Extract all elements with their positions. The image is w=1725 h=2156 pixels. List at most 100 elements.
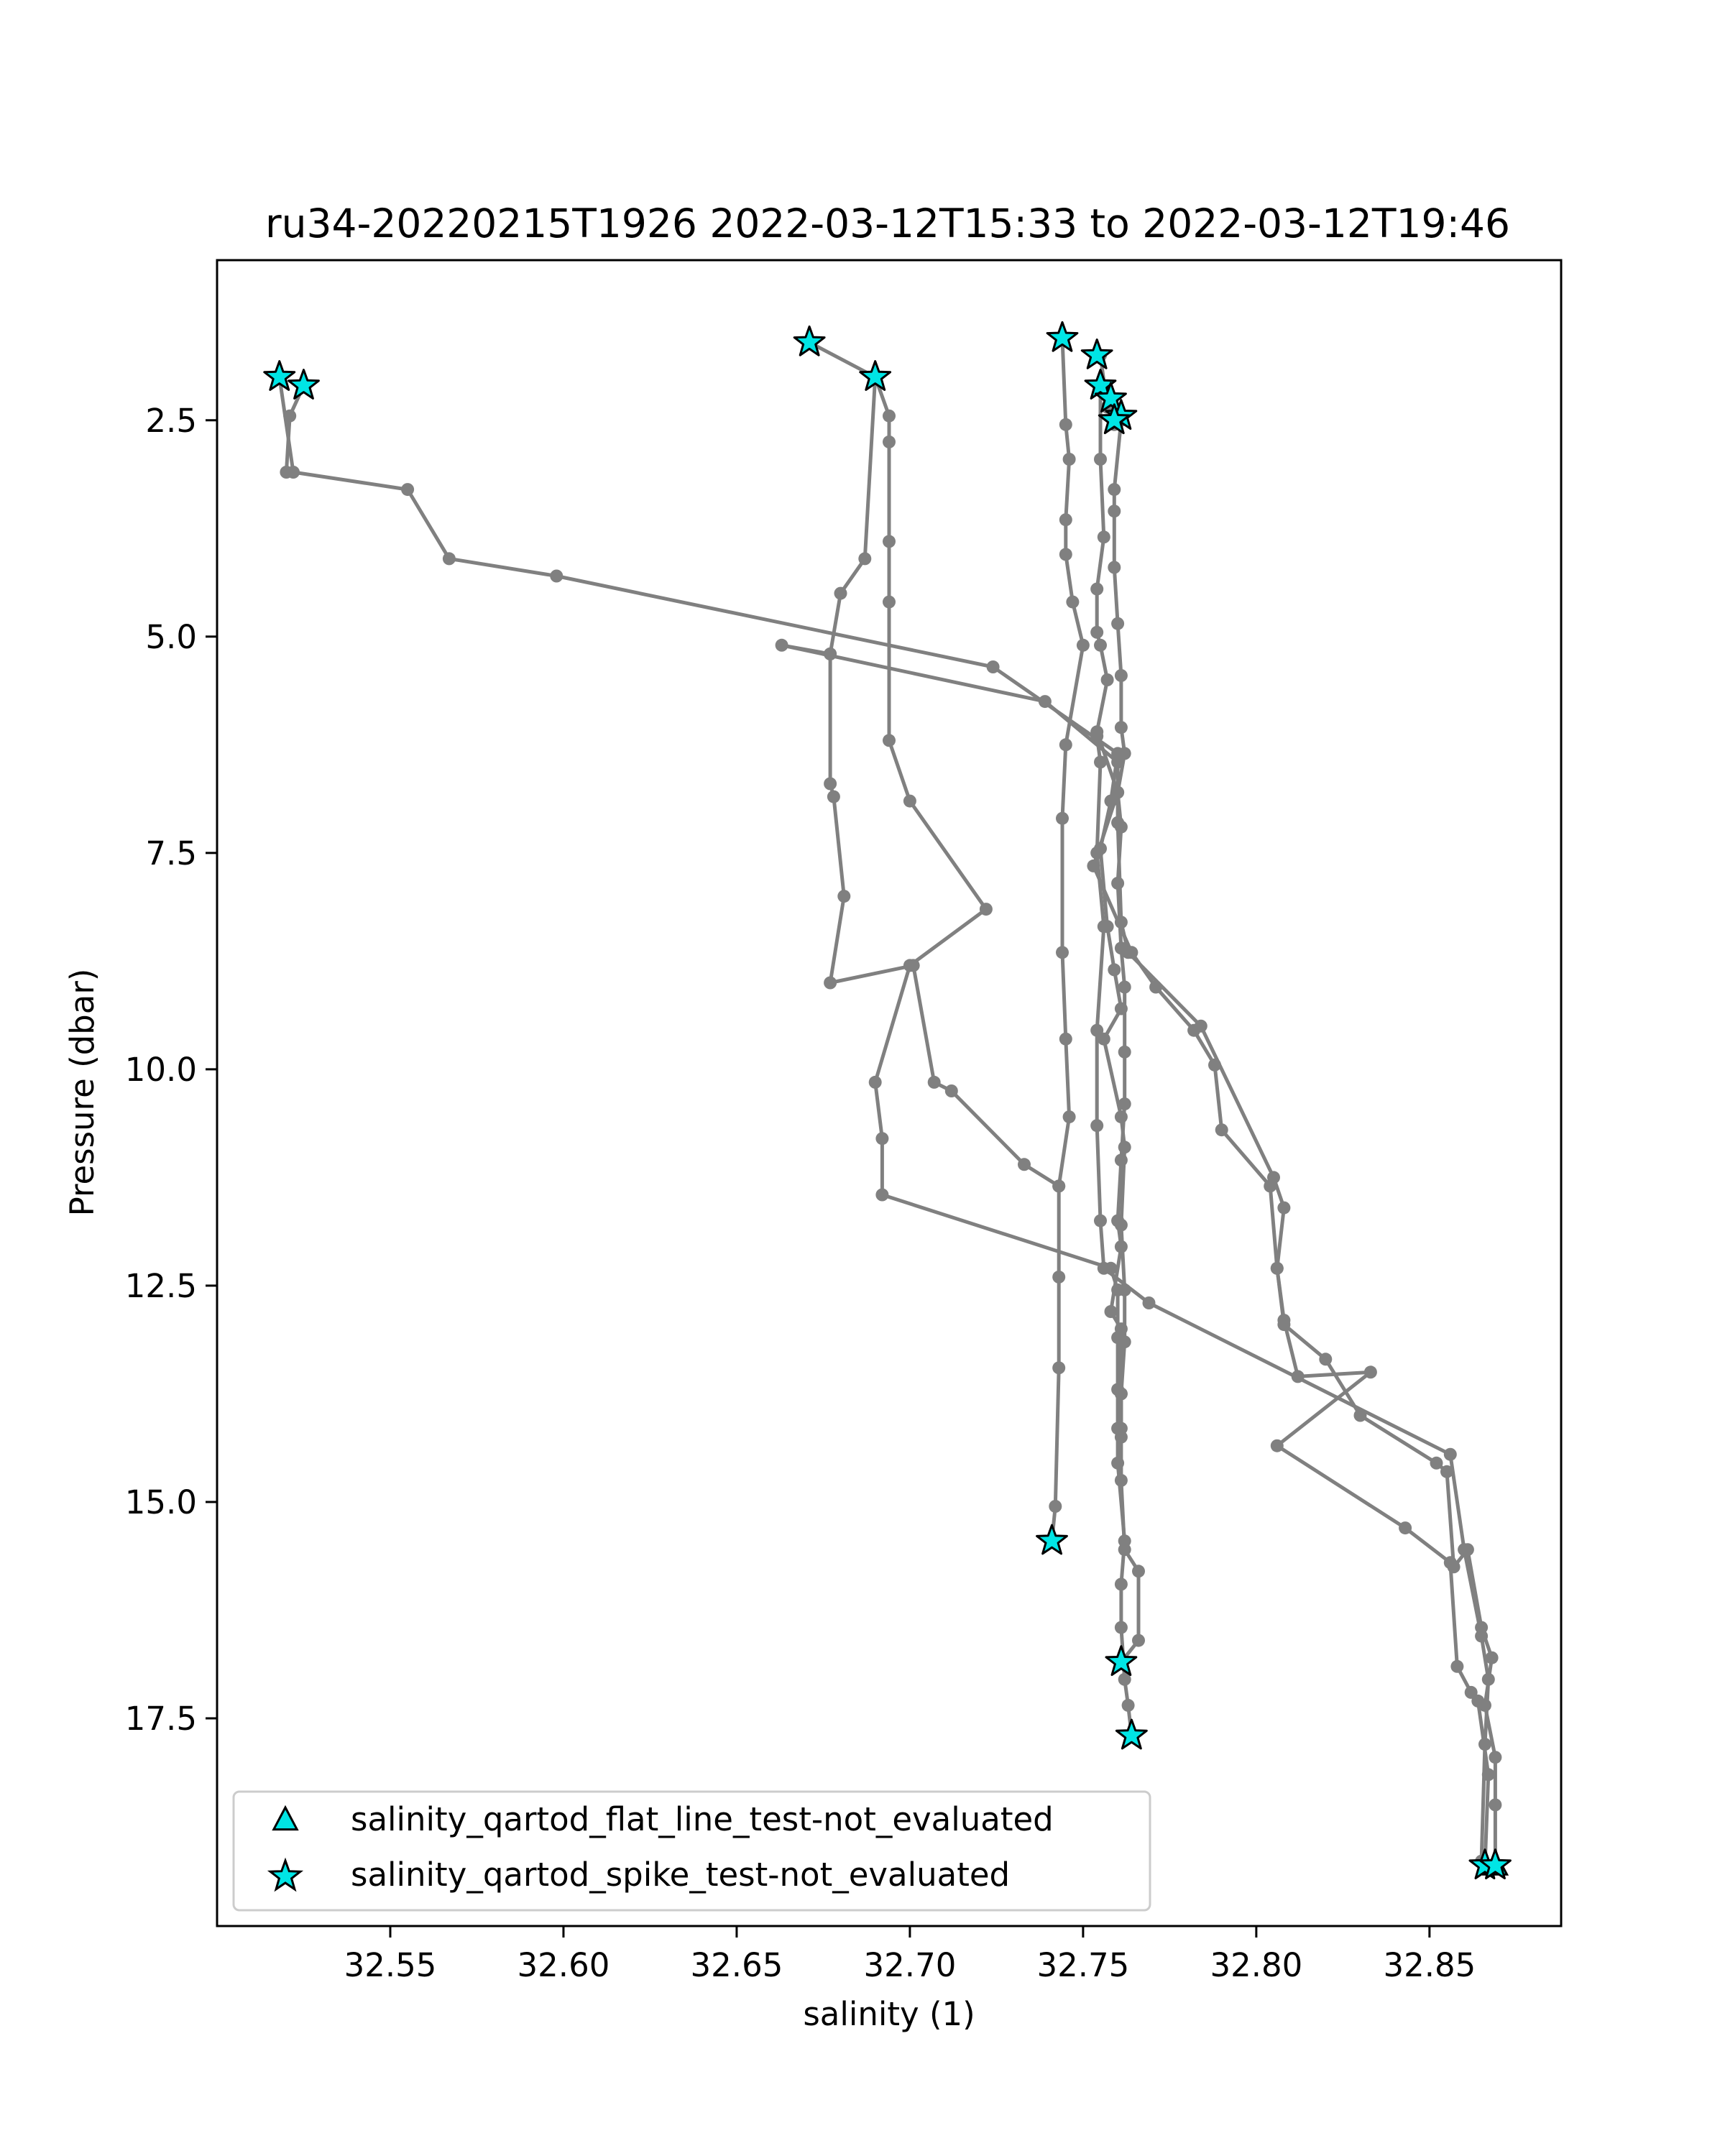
data-point	[1062, 1110, 1076, 1124]
data-point	[1097, 1032, 1110, 1046]
data-point	[1087, 859, 1100, 872]
data-point	[1187, 1023, 1201, 1037]
spike-flag-marker	[1105, 1645, 1138, 1676]
y-tick-label: 17.5	[125, 1700, 197, 1738]
data-point	[775, 638, 788, 652]
data-point	[1208, 1058, 1221, 1072]
data-point	[1090, 729, 1104, 743]
data-point	[883, 435, 896, 448]
data-point	[401, 483, 415, 497]
data-point	[1108, 561, 1121, 574]
data-point	[1114, 1153, 1128, 1167]
data-point	[1399, 1521, 1412, 1535]
data-point	[1090, 625, 1104, 639]
data-point	[1464, 1685, 1478, 1699]
data-point	[1489, 1751, 1502, 1764]
chart-title: ru34-20220215T1926 2022-03-12T15:33 to 2…	[265, 201, 1510, 247]
y-axis-label: Pressure (dbar)	[63, 969, 101, 1217]
data-point	[1090, 846, 1104, 860]
data-point	[979, 903, 993, 916]
data-point	[1111, 786, 1125, 799]
data-point	[1118, 1045, 1131, 1059]
data-point	[1059, 513, 1072, 527]
data-point	[1114, 1473, 1128, 1487]
data-point	[1049, 1500, 1062, 1513]
data-point	[903, 794, 916, 808]
spike-flag-marker	[1479, 1848, 1512, 1879]
data-point	[883, 535, 896, 548]
data-point	[883, 734, 896, 747]
spike-flag-marker	[859, 360, 892, 391]
data-point	[1108, 963, 1121, 977]
data-point	[837, 890, 851, 903]
x-tick-label: 32.70	[864, 1946, 957, 1984]
y-tick-label: 7.5	[145, 834, 197, 872]
data-point	[906, 959, 920, 972]
data-point	[1215, 1123, 1228, 1137]
data-point	[1132, 1565, 1145, 1578]
data-point	[1481, 1672, 1495, 1686]
data-point	[1478, 1698, 1491, 1712]
data-point	[1108, 505, 1121, 518]
data-point	[883, 409, 896, 423]
data-point	[1114, 820, 1128, 834]
spike-flag-marker	[1115, 1718, 1148, 1750]
data-point	[1114, 1621, 1128, 1634]
data-point	[283, 409, 297, 423]
data-point	[1443, 1447, 1457, 1461]
data-point	[1097, 530, 1110, 544]
data-point	[1264, 1179, 1277, 1193]
data-point	[1056, 811, 1069, 825]
data-point	[1108, 483, 1121, 497]
legend-star-icon	[267, 1857, 304, 1892]
data-point	[1114, 1387, 1128, 1401]
spike-flag-marker	[263, 360, 296, 391]
data-point	[1149, 980, 1163, 994]
data-point	[1111, 617, 1125, 630]
data-point	[1056, 946, 1069, 959]
data-point	[1118, 747, 1131, 760]
data-point	[1114, 941, 1128, 955]
data-point	[883, 595, 896, 609]
data-point	[834, 586, 847, 600]
data-point	[1059, 548, 1072, 561]
data-point	[1118, 980, 1131, 994]
data-point	[1111, 1214, 1125, 1227]
y-axis-ticks: 2.5 5.0 7.5 10.0 12.5 15.0 17.5	[125, 402, 217, 1738]
data-point	[1114, 1430, 1128, 1444]
data-point	[1114, 1577, 1128, 1591]
data-point	[1094, 453, 1107, 466]
data-point	[1094, 638, 1107, 652]
data-point	[1059, 738, 1072, 752]
data-point	[1430, 1456, 1443, 1470]
spike-flag-marker	[1046, 321, 1079, 352]
data-point	[1142, 1296, 1156, 1309]
data-point	[824, 647, 837, 660]
data-point	[1440, 1465, 1453, 1478]
data-point	[1104, 794, 1118, 808]
x-tick-label: 32.55	[344, 1946, 437, 1984]
data-point	[1270, 1439, 1284, 1452]
data-point	[1447, 1560, 1460, 1574]
x-tick-label: 32.60	[518, 1946, 610, 1984]
data-point	[1094, 755, 1107, 769]
data-point	[824, 777, 837, 791]
data-point	[944, 1084, 958, 1097]
data-point	[1114, 1110, 1128, 1124]
data-point	[875, 1188, 889, 1202]
data-point	[1094, 1214, 1107, 1227]
data-point	[1450, 1659, 1464, 1673]
data-point	[1062, 453, 1076, 466]
flag-markers	[263, 321, 1512, 1879]
data-point	[1111, 1283, 1125, 1296]
legend-entry-flat-line: salinity_qartod_flat_line_test-not_evalu…	[351, 1800, 1054, 1838]
data-point	[1114, 669, 1128, 682]
x-tick-label: 32.80	[1210, 1946, 1302, 1984]
legend-box	[232, 1790, 1151, 1912]
data-point	[1489, 1798, 1502, 1812]
data-point	[1114, 1240, 1128, 1253]
x-tick-label: 32.85	[1383, 1946, 1476, 1984]
data-point	[1121, 1698, 1135, 1712]
data-point	[1277, 1318, 1291, 1332]
